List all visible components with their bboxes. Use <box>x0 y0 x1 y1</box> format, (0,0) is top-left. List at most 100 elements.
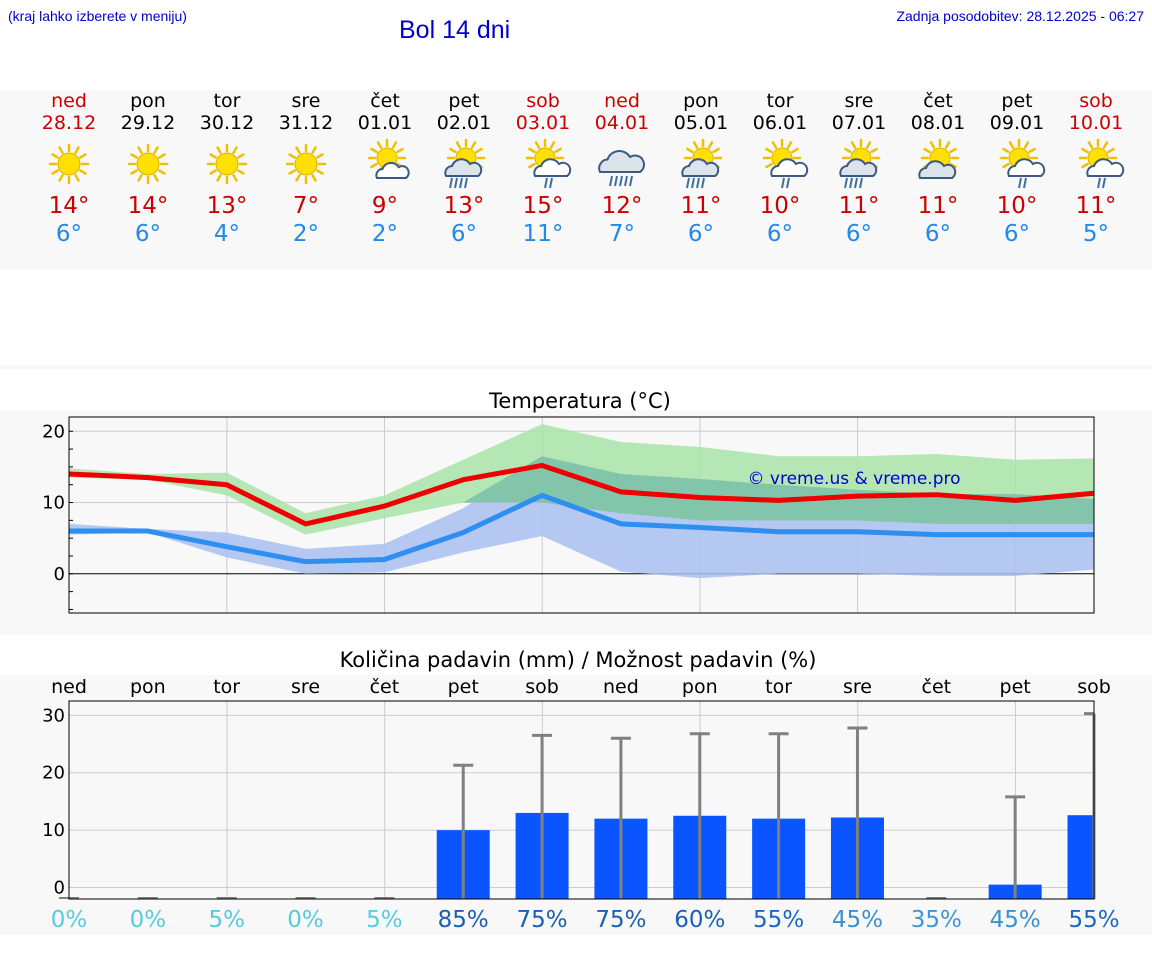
day-date: 01.01 <box>357 112 413 134</box>
day-date: 08.01 <box>910 112 966 134</box>
min-temp: 7° <box>608 221 636 247</box>
precip-probability: 75% <box>595 907 646 933</box>
y-tick-label: 10 <box>42 820 65 841</box>
day-name: pet <box>1001 90 1033 112</box>
max-temp: 9° <box>371 193 399 219</box>
min-temp: 11° <box>522 221 564 247</box>
precip-bar <box>1067 815 1094 899</box>
day-name: čet <box>923 90 953 112</box>
max-temp: 10° <box>759 193 801 219</box>
day-date: 10.01 <box>1068 112 1124 134</box>
day-date: 30.12 <box>199 112 255 134</box>
plot-frame <box>68 700 1095 900</box>
weather-icon <box>762 138 809 189</box>
max-temp: 14° <box>127 193 169 219</box>
weather-icon <box>206 143 248 185</box>
y-tick-label: 0 <box>54 564 65 585</box>
day-forecast: pon 29.12 14° 6° <box>109 90 187 248</box>
precip-probability: 0% <box>287 907 324 933</box>
day-forecast: tor 06.01 10° 6° <box>741 90 819 248</box>
x-tick-label: čet <box>922 676 952 698</box>
precip-probability: 5% <box>208 907 245 933</box>
day-forecast: pet 02.01 13° 6° <box>425 90 503 248</box>
min-temp: 4° <box>213 221 241 247</box>
day-name: čet <box>370 90 400 112</box>
day-date: 09.01 <box>989 112 1045 134</box>
day-forecast: sob 10.01 11° 5° <box>1057 90 1135 248</box>
min-temp: 6° <box>1003 221 1031 247</box>
day-name: ned <box>604 90 640 112</box>
day-date: 06.01 <box>752 112 808 134</box>
day-date: 07.01 <box>831 112 887 134</box>
day-forecast: ned 04.01 12° 7° <box>583 90 661 248</box>
day-date: 29.12 <box>120 112 176 134</box>
min-temp-line <box>69 492 1094 565</box>
y-tick-label: 20 <box>42 421 65 442</box>
max-temp: 11° <box>917 193 959 219</box>
max-temp: 7° <box>292 193 320 219</box>
min-temp-range-band <box>69 456 1094 579</box>
day-forecast: tor 30.12 13° 4° <box>188 90 266 248</box>
day-forecast: pet 09.01 10° 6° <box>978 90 1056 248</box>
precip-probability: 0% <box>51 907 88 933</box>
weather-icon <box>1078 138 1125 189</box>
weather-icon <box>681 138 723 189</box>
precip-probability: 85% <box>438 907 489 933</box>
y-tick-label: 10 <box>42 493 65 514</box>
weather-icon <box>48 143 90 185</box>
overlap-range-band <box>69 456 1094 535</box>
max-temp: 11° <box>680 193 722 219</box>
weather-icon <box>839 138 881 189</box>
day-date: 31.12 <box>278 112 334 134</box>
precip-probability: 75% <box>517 907 568 933</box>
x-tick-label: tor <box>213 676 240 698</box>
min-temp: 6° <box>845 221 873 247</box>
precip-probability: 55% <box>1068 907 1119 933</box>
min-temp: 5° <box>1082 221 1110 247</box>
day-forecast: čet 08.01 11° 6° <box>899 90 977 248</box>
min-temp: 2° <box>371 221 399 247</box>
weather-icon <box>525 138 572 189</box>
precip-probability: 60% <box>674 907 725 933</box>
precip-probability: 5% <box>366 907 403 933</box>
day-forecast: pon 05.01 11° 6° <box>662 90 740 248</box>
day-name: ned <box>51 90 87 112</box>
day-date: 02.01 <box>436 112 492 134</box>
x-tick-label: tor <box>765 676 792 698</box>
weather-icon <box>598 150 645 187</box>
divider <box>0 365 1152 369</box>
day-date: 03.01 <box>515 112 571 134</box>
x-tick-label: sre <box>843 676 872 698</box>
min-temp: 6° <box>55 221 83 247</box>
last-updated: Zadnja posodobitev: 28.12.2025 - 06:27 <box>896 8 1144 24</box>
day-forecast: sre 31.12 7° 2° <box>267 90 345 248</box>
day-date: 28.12 <box>41 112 97 134</box>
weather-icon <box>999 138 1046 189</box>
x-tick-label: pet <box>1000 676 1031 698</box>
min-temp: 6° <box>766 221 794 247</box>
plot-frame <box>68 416 1095 614</box>
chart-title: Količina padavin (mm) / Možnost padavin … <box>340 648 817 672</box>
precip-probability: 0% <box>130 907 167 933</box>
max-temp: 10° <box>996 193 1038 219</box>
x-tick-label: sre <box>291 676 320 698</box>
day-name: sre <box>291 90 321 112</box>
x-tick-label: pon <box>682 676 718 698</box>
day-forecast: sob 03.01 15° 11° <box>504 90 582 248</box>
daily-forecast-strip: ned 28.12 14° 6° pon 29.12 14° 6° tor 30.12 13° 4° s… <box>0 90 1152 270</box>
min-temp: 2° <box>292 221 320 247</box>
y-tick-label: 0 <box>54 878 65 899</box>
min-temp: 6° <box>687 221 715 247</box>
precip-probability: 35% <box>911 907 962 933</box>
precip-probability: 45% <box>832 907 883 933</box>
x-tick-label: pet <box>448 676 479 698</box>
min-temp: 6° <box>134 221 162 247</box>
x-tick-label: sob <box>1077 676 1111 698</box>
day-name: sob <box>1079 90 1113 112</box>
page-title: Bol 14 dni <box>399 16 511 44</box>
max-temp: 13° <box>206 193 248 219</box>
day-date: 04.01 <box>594 112 650 134</box>
weather-icon <box>367 138 410 179</box>
weather-icon <box>918 138 960 179</box>
x-tick-label: čet <box>370 676 400 698</box>
